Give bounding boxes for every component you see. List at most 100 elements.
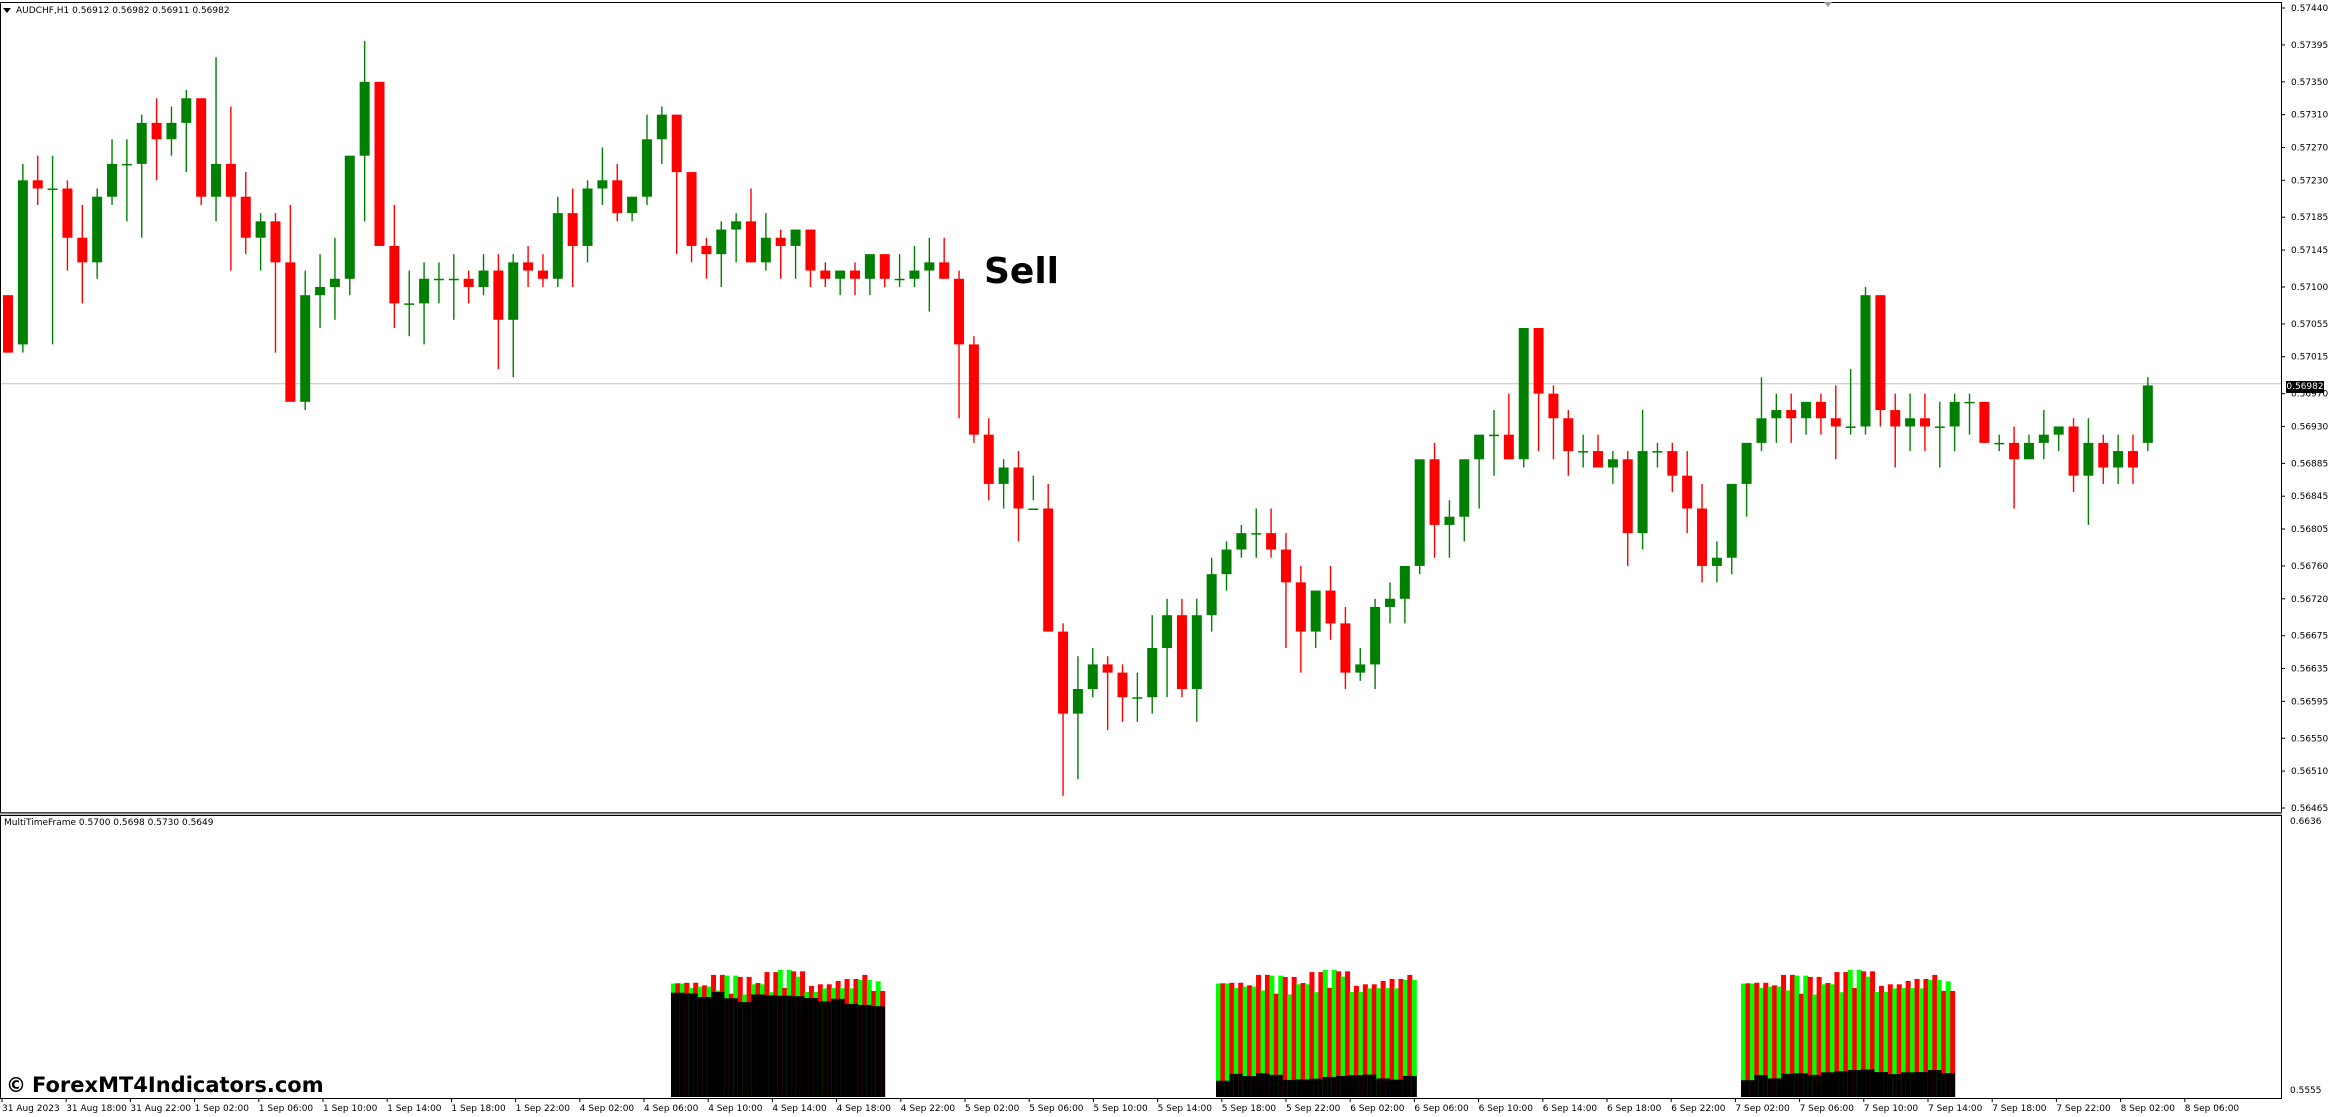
candle-body xyxy=(508,262,519,320)
indicator-signal-bar xyxy=(1834,972,1840,1097)
indicator-base-bar xyxy=(1402,1075,1408,1097)
indicator-base-bar xyxy=(875,1006,881,1097)
indicator-signal-bar xyxy=(1887,984,1893,1097)
price-tick-label: 0.56970 xyxy=(2291,390,2328,400)
candle-body xyxy=(1593,451,1604,468)
candle-body xyxy=(716,229,727,255)
indicator-base-bar xyxy=(1407,1075,1413,1097)
indicator-signal-bar xyxy=(1892,988,1898,1097)
indicator-signal-bar xyxy=(1838,992,1844,1097)
chevron-down-icon[interactable] xyxy=(3,8,11,13)
candle-body xyxy=(1370,606,1381,665)
candle xyxy=(1652,442,1663,468)
time-tick-label: 6 Sep 14:00 xyxy=(1543,1104,1598,1114)
indicator-base-bar xyxy=(1345,1075,1351,1097)
candle xyxy=(954,270,965,419)
indicator-signal-bar xyxy=(1358,991,1364,1097)
indicator-base-bar xyxy=(1322,1076,1328,1097)
indicator-base-bar xyxy=(1282,1079,1288,1097)
time-tick-label: 7 Sep 10:00 xyxy=(1864,1104,1919,1114)
candle-body xyxy=(285,262,296,402)
indicator-base-bar xyxy=(1914,1072,1920,1097)
candle xyxy=(835,270,846,296)
candle-body xyxy=(939,262,950,279)
shift-marker-icon[interactable] xyxy=(1824,2,1832,7)
indicator-base-bar xyxy=(684,993,690,1097)
price-tick-label: 0.57230 xyxy=(2291,176,2328,186)
candle-body xyxy=(1652,451,1663,453)
indicator-signal-bar xyxy=(1749,983,1755,1097)
candle xyxy=(1771,393,1782,443)
indicator-signal-bar xyxy=(1807,976,1813,1097)
indicator-signal-bar xyxy=(1260,990,1266,1097)
indicator-base-bar xyxy=(724,998,730,1097)
candle xyxy=(2127,434,2138,484)
indicator-base-bar xyxy=(826,1001,832,1097)
indicator-signal-bar xyxy=(1919,988,1924,1097)
candle xyxy=(77,204,88,304)
candle-body xyxy=(1162,615,1173,648)
indicator-base-bar xyxy=(768,995,774,1097)
candle xyxy=(151,98,162,181)
current-price-tag: 0.56982 xyxy=(2286,381,2324,393)
indicator-base-bar xyxy=(782,995,788,1097)
indicator-base-bar xyxy=(1398,1079,1404,1097)
indicator-base-bar xyxy=(880,1006,886,1097)
candle-body xyxy=(17,180,28,345)
candle xyxy=(1905,393,1916,452)
candle xyxy=(32,155,43,205)
indicator-signal-bar xyxy=(1950,990,1956,1097)
indicator-base-bar xyxy=(1861,1069,1867,1097)
indicator-base-bar xyxy=(800,996,806,1097)
candles-group xyxy=(3,40,2153,796)
indicator-base-bar xyxy=(1362,1074,1368,1097)
candle-body xyxy=(850,270,861,279)
price-tick-label: 0.57015 xyxy=(2291,353,2328,363)
candle xyxy=(1622,451,1633,566)
candle xyxy=(2038,410,2049,460)
indicator-base-bar xyxy=(1816,1074,1822,1097)
indicator-base-bar xyxy=(1878,1072,1884,1097)
indicator-base-bar xyxy=(751,994,757,1097)
indicator-base-bar xyxy=(804,998,810,1097)
indicator-signal-bar xyxy=(1812,994,1818,1097)
candle-body xyxy=(1711,557,1722,566)
indicator-signal-bar xyxy=(1754,982,1760,1097)
indicator-base-bar xyxy=(1834,1071,1840,1097)
watermark-text: ForexMT4Indicators.com xyxy=(32,1073,324,1097)
indicator-signal-bar xyxy=(1318,972,1324,1097)
candle-body xyxy=(864,254,875,279)
candle-body xyxy=(805,229,816,271)
indicator-signal-bar xyxy=(1941,990,1947,1097)
candle xyxy=(1399,565,1410,624)
candle xyxy=(359,40,370,222)
candle xyxy=(1147,615,1158,714)
candle-body xyxy=(820,270,831,279)
chart-title: AUDCHF,H1 0.56912 0.56982 0.56911 0.5698… xyxy=(16,6,230,16)
candle-body xyxy=(1102,664,1113,673)
candle xyxy=(1206,557,1217,632)
candle-body xyxy=(225,163,236,197)
candle xyxy=(1132,672,1143,722)
candle xyxy=(1548,385,1559,460)
candle xyxy=(1533,328,1544,452)
candle-body xyxy=(1072,689,1083,714)
candle xyxy=(1444,500,1455,558)
candle xyxy=(1028,475,1039,511)
indicator-base-bar xyxy=(1830,1072,1835,1097)
time-tick-label: 31 Aug 2023 xyxy=(2,1104,60,1114)
candle-body xyxy=(1013,467,1024,509)
time-tick-label: 5 Sep 18:00 xyxy=(1222,1104,1277,1114)
candle-body xyxy=(746,221,756,263)
candle xyxy=(656,106,667,164)
candle xyxy=(1979,401,1990,443)
indicator-bars xyxy=(671,969,1956,1097)
candle xyxy=(731,213,742,263)
candle-body xyxy=(1786,410,1797,419)
indicator-base-bar xyxy=(1367,1074,1373,1097)
candle xyxy=(1875,295,1886,427)
indicator-base-bar xyxy=(1767,1078,1773,1097)
price-tick-label: 0.56510 xyxy=(2291,767,2328,777)
candle xyxy=(181,90,192,173)
